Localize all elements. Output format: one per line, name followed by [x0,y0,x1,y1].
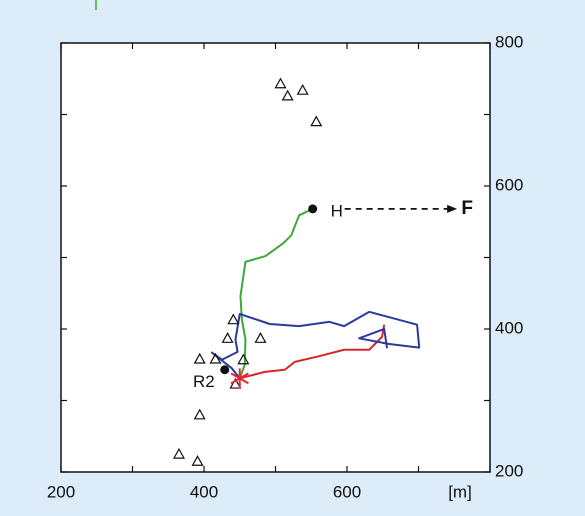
point-label: R2 [193,372,215,391]
y-tick-label: 200 [495,461,523,480]
point-marker [220,365,230,375]
triangle-marker [227,313,240,325]
y-tick-label: 600 [495,175,523,194]
x-tick-label: 400 [190,482,218,501]
x-axis-label: [m] [448,482,472,501]
start-stroke [230,372,249,385]
triangle-marker [296,83,309,95]
triangle-marker [274,77,287,89]
triangle-marker [254,332,267,343]
triangle-marker [237,353,250,365]
triangle-marker [193,408,206,420]
y-tick-label: 400 [495,318,523,337]
arrow-head [447,204,458,213]
triangle-marker [172,447,185,459]
triangle-marker [209,352,222,364]
track-line [210,310,421,379]
point-marker [308,204,318,214]
plot-area [60,42,491,473]
track-line [238,207,314,379]
x-tick-label: 600 [333,482,361,501]
triangle-marker [281,89,294,101]
start-marker [230,368,249,389]
annotation-label: F [461,198,473,219]
x-tick-label: 200 [47,482,75,501]
triangle-marker [193,352,206,364]
y-tick-label: 800 [495,32,523,51]
triangle-marker [221,332,234,343]
point-label: H [331,201,343,220]
triangle-marker [310,115,323,127]
triangle-marker [229,377,242,389]
triangle-marker [191,455,204,466]
